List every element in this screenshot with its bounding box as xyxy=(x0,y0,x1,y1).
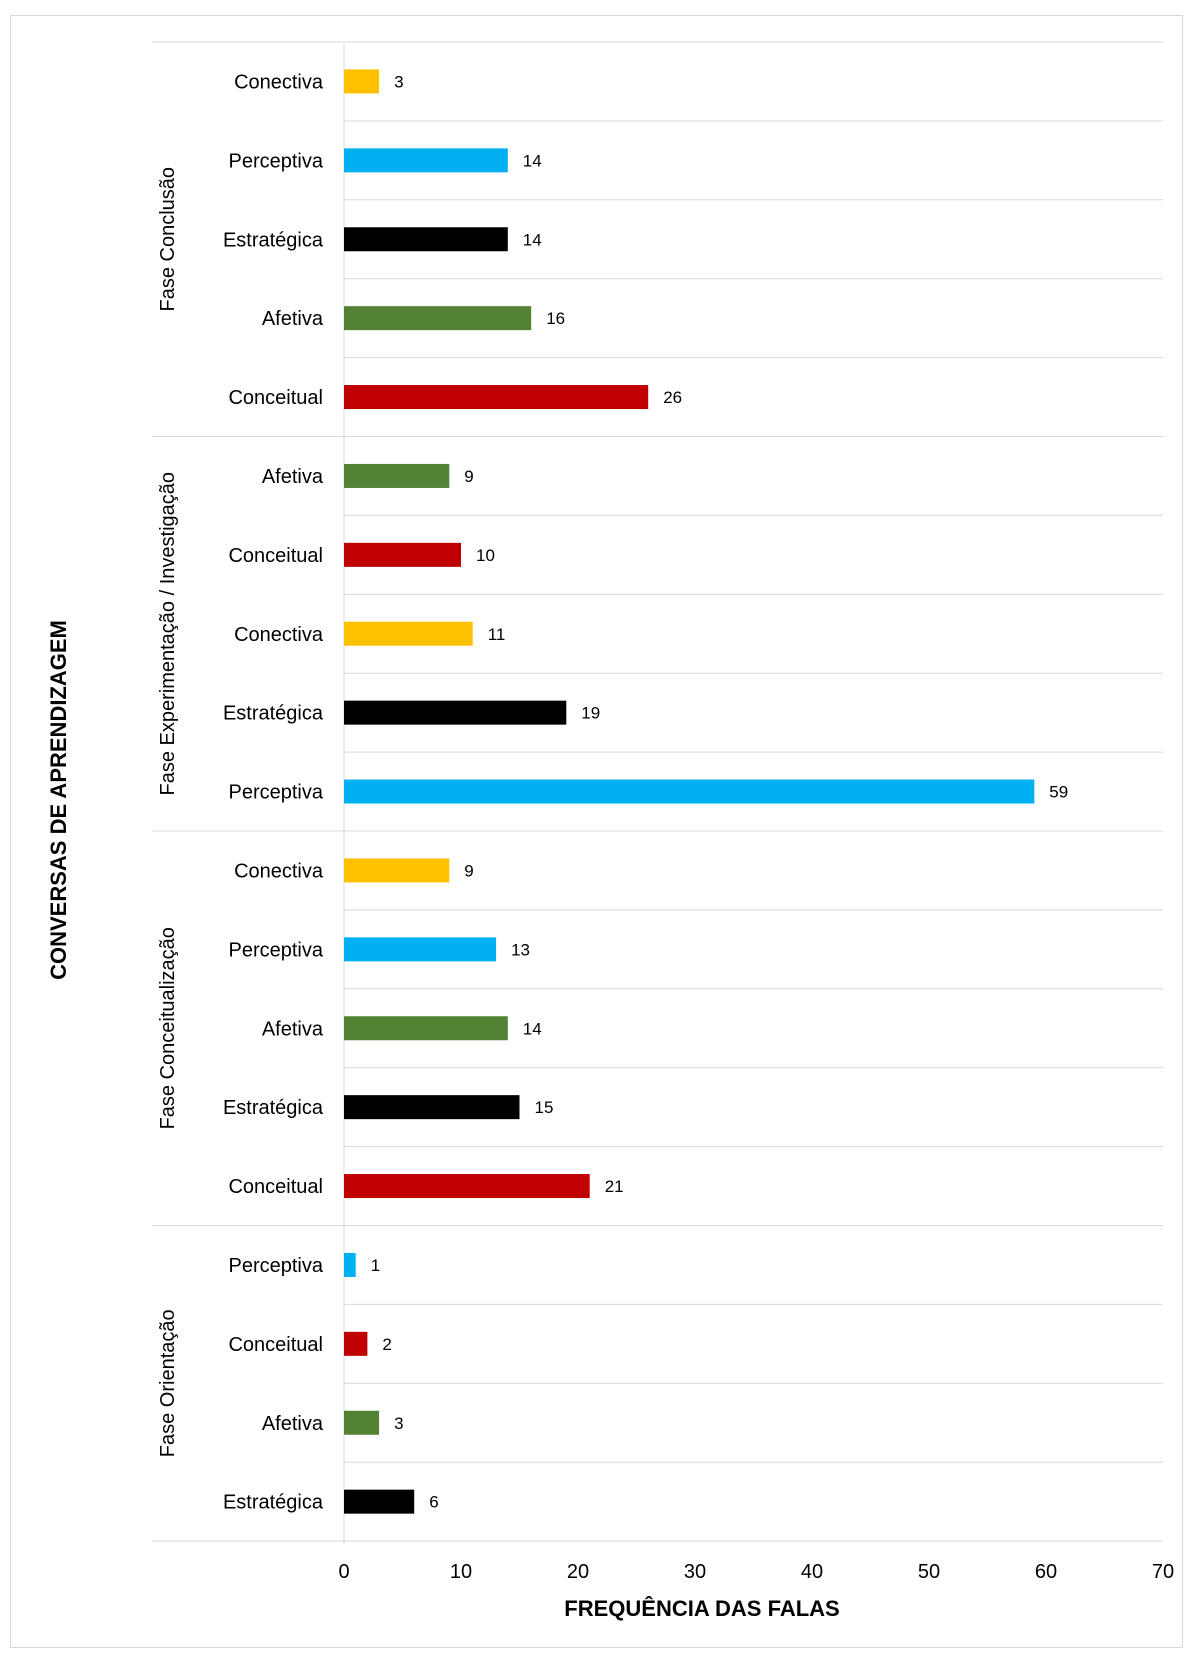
data-label: 1 xyxy=(371,1256,380,1275)
bar xyxy=(344,1489,415,1514)
group-label: Fase Conclusão xyxy=(157,167,179,312)
bar xyxy=(344,937,497,962)
category-label: Afetiva xyxy=(262,466,324,488)
bars-layer xyxy=(344,69,1035,1514)
category-label: Conceitual xyxy=(228,1334,323,1356)
category-label: Perceptiva xyxy=(229,939,324,961)
y-axis-title: CONVERSAS DE APRENDIZAGEM xyxy=(46,620,71,980)
data-label: 14 xyxy=(523,151,542,170)
data-label: 9 xyxy=(464,861,473,880)
bar xyxy=(344,148,508,173)
data-label: 2 xyxy=(382,1335,391,1354)
data-label: 15 xyxy=(535,1098,554,1117)
category-label: Conectiva xyxy=(234,860,324,882)
category-label: Afetiva xyxy=(262,1413,324,1435)
labels-layer: Conectiva 3 Perceptiva 14 Estratégica 14 Afeti… xyxy=(157,71,1068,1513)
bar xyxy=(344,542,461,567)
data-label: 19 xyxy=(581,704,600,723)
bar xyxy=(344,621,473,646)
x-tick-label: 50 xyxy=(918,1561,940,1583)
bar xyxy=(344,1252,356,1277)
bar xyxy=(344,463,450,488)
bar xyxy=(344,1095,520,1120)
x-tick-label: 40 xyxy=(801,1561,823,1583)
bar xyxy=(344,700,567,725)
data-label: 10 xyxy=(476,546,495,565)
bar xyxy=(344,385,649,410)
category-label: Conectiva xyxy=(234,624,324,646)
data-label: 3 xyxy=(394,1414,403,1433)
ticks-layer: 0 10 20 30 40 50 60 70 xyxy=(338,1561,1174,1583)
x-tick-label: 20 xyxy=(567,1561,589,1583)
data-label: 6 xyxy=(429,1493,438,1512)
group-label: Fase Experimentação / Investigação xyxy=(157,472,179,796)
data-label: 26 xyxy=(663,388,682,407)
category-label: Conectiva xyxy=(234,71,324,93)
x-tick-label: 0 xyxy=(338,1561,349,1583)
bar xyxy=(344,306,532,331)
bar xyxy=(344,779,1035,804)
category-label: Estratégica xyxy=(223,703,324,725)
bar xyxy=(344,69,380,94)
bar xyxy=(344,1410,380,1435)
category-label: Conceitual xyxy=(228,1176,323,1198)
bar xyxy=(344,1331,368,1356)
category-label: Perceptiva xyxy=(229,150,324,172)
bar xyxy=(344,1016,508,1041)
category-label: Afetiva xyxy=(262,1018,324,1040)
data-label: 59 xyxy=(1049,783,1068,802)
category-label: Afetiva xyxy=(262,308,324,330)
category-label: Perceptiva xyxy=(229,1255,324,1277)
group-label: Fase Conceitualização xyxy=(157,927,179,1129)
x-tick-label: 10 xyxy=(450,1561,472,1583)
category-label: Estratégica xyxy=(223,1492,324,1514)
grid-layer xyxy=(152,41,1163,1542)
bar xyxy=(344,227,508,252)
data-label: 16 xyxy=(546,309,565,328)
data-label: 13 xyxy=(511,940,530,959)
bar xyxy=(344,858,450,883)
category-label: Estratégica xyxy=(223,1097,324,1119)
x-tick-label: 70 xyxy=(1152,1561,1174,1583)
bar xyxy=(344,1174,590,1199)
x-tick-label: 30 xyxy=(684,1561,706,1583)
x-tick-label: 60 xyxy=(1035,1561,1057,1583)
category-label: Estratégica xyxy=(223,229,324,251)
data-label: 21 xyxy=(605,1177,624,1196)
group-label: Fase Orientação xyxy=(157,1309,179,1457)
category-label: Conceitual xyxy=(228,545,323,567)
data-label: 14 xyxy=(523,1019,542,1038)
data-label: 11 xyxy=(488,625,506,644)
data-label: 3 xyxy=(394,72,403,91)
data-label: 9 xyxy=(464,467,473,486)
category-label: Perceptiva xyxy=(229,782,324,804)
category-label: Conceitual xyxy=(228,387,323,409)
data-label: 14 xyxy=(523,230,542,249)
x-axis-title: FREQUÊNCIA DAS FALAS xyxy=(564,1596,839,1621)
